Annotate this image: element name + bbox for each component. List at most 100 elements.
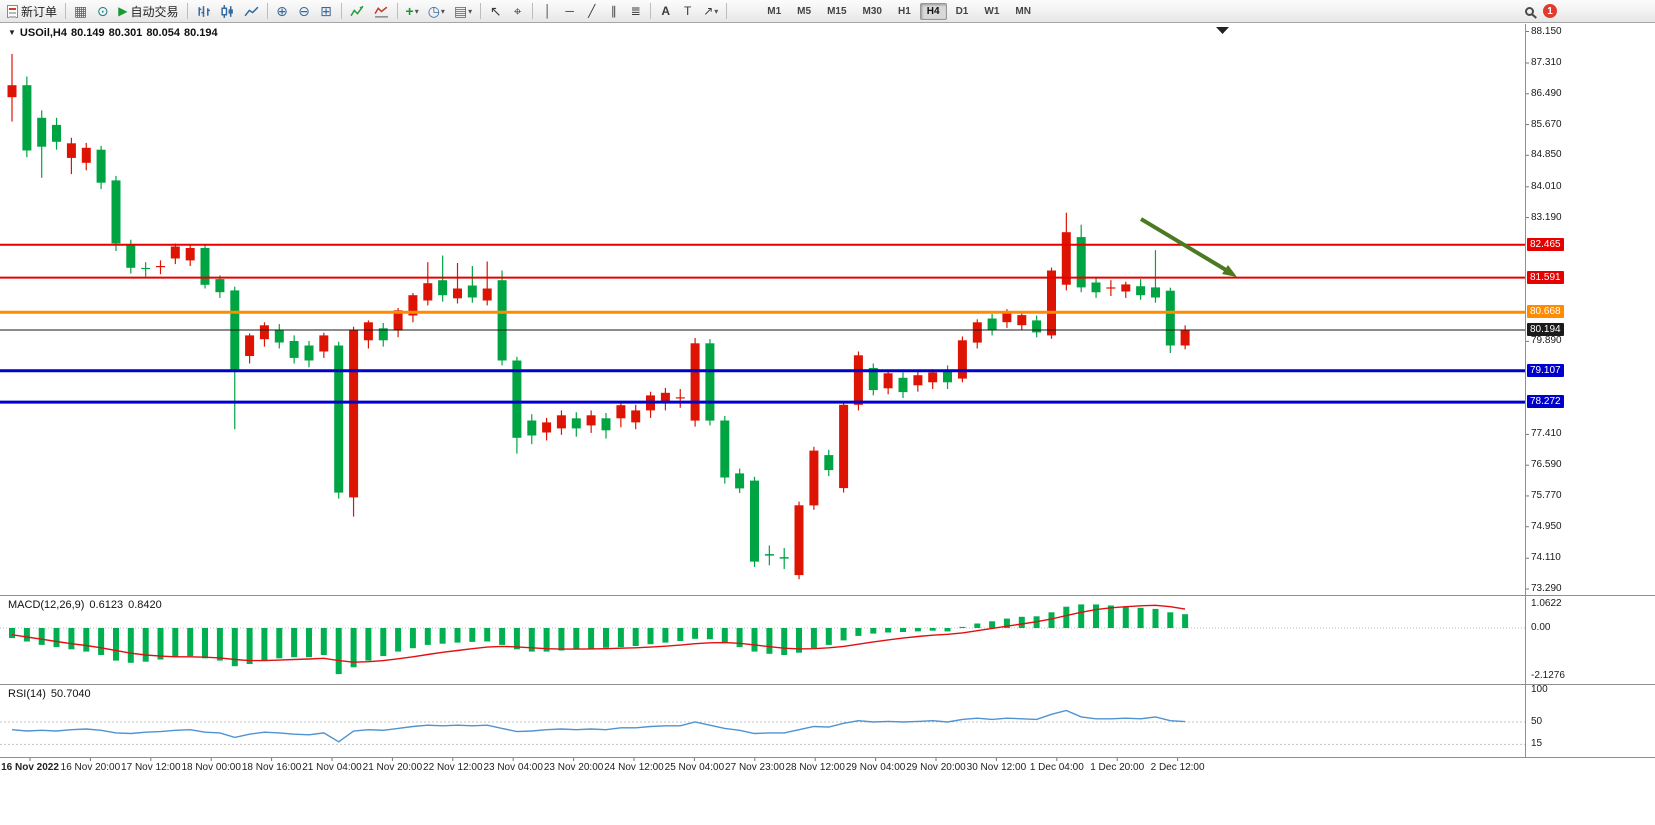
candle-chart-button[interactable] — [216, 2, 239, 21]
zoom-in-button[interactable]: ⊕ — [272, 2, 293, 21]
zoom-out-icon: ⊖ — [298, 3, 310, 19]
channel-icon: ∥ — [610, 4, 617, 18]
new-order-button[interactable]: 新订单 — [3, 2, 61, 21]
search-icon — [1525, 6, 1534, 16]
candle — [349, 326, 359, 517]
candle — [22, 76, 32, 158]
candle — [913, 371, 923, 392]
fibonacci-button[interactable]: ≣ — [625, 2, 646, 21]
arrows-button[interactable]: ↗ ▾ — [699, 2, 722, 21]
candle — [1061, 212, 1071, 291]
trendline-icon: ╱ — [588, 4, 596, 18]
candle — [542, 417, 552, 441]
candle — [497, 270, 507, 366]
candle — [972, 319, 982, 349]
plus-icon: + — [405, 3, 414, 19]
tile-windows-button[interactable]: ⊞ — [316, 2, 337, 21]
candle — [482, 261, 492, 306]
trendline-button[interactable]: ╱ — [581, 2, 602, 21]
line-chart-button[interactable] — [240, 2, 263, 21]
market-watch-button[interactable]: ⊙ — [92, 2, 113, 21]
text-button[interactable]: A — [655, 2, 676, 21]
timeframe-m30[interactable]: M30 — [862, 5, 882, 17]
candle — [1017, 311, 1027, 331]
panel-splitter[interactable] — [0, 595, 1655, 596]
zoom-out-button[interactable]: ⊖ — [294, 2, 315, 21]
chart-windows-button[interactable]: ▦ — [70, 2, 91, 21]
candle — [1091, 276, 1101, 298]
notification-badge[interactable]: 1 — [1543, 4, 1557, 18]
macd-main-value: 0.6123 — [89, 599, 124, 611]
chart-shift-marker[interactable] — [1216, 27, 1229, 34]
candle — [853, 351, 863, 411]
template-dropdown-button[interactable]: ▤ ▾ — [450, 2, 476, 21]
candle — [1136, 279, 1146, 300]
timeframe-m5[interactable]: M5 — [797, 5, 812, 17]
crosshair-button[interactable]: ⌖ — [507, 2, 528, 21]
zoom-in-icon: ⊕ — [276, 3, 288, 19]
main-toolbar: 新订单 ▦ ⊙ ▶ 自动交易 ⊕ ⊖ ⊞ + ▾ ◷ ▾ ▤ ▾ ↖ ⌖ │ ─ ╱ … — [0, 0, 1655, 23]
text-label-button[interactable]: T — [677, 2, 698, 21]
timeframe-h1[interactable]: H1 — [897, 5, 911, 17]
indicator-up-icon — [349, 5, 363, 16]
candle — [52, 117, 61, 150]
macd-histogram — [9, 604, 1189, 675]
candle — [1106, 280, 1116, 296]
rsi-name: RSI(14) — [8, 688, 46, 700]
trend-arrow[interactable] — [1139, 217, 1228, 272]
candle — [245, 333, 255, 364]
rsi-value: 50.7040 — [50, 688, 91, 700]
candle — [556, 410, 566, 435]
timeframe-w1[interactable]: W1 — [984, 5, 1000, 17]
candle — [1151, 250, 1160, 303]
toolbar-separator — [186, 3, 188, 19]
panel-splitter[interactable] — [0, 757, 1655, 758]
vertical-line-button[interactable]: │ — [537, 2, 558, 21]
candles-layer — [7, 54, 1190, 580]
channel-button[interactable]: ∥ — [603, 2, 624, 21]
toolbar-separator — [65, 3, 67, 19]
add-indicator-button[interactable]: + ▾ — [402, 2, 423, 21]
timeframe-m1[interactable]: M1 — [767, 5, 782, 17]
candle — [527, 414, 537, 445]
auto-trading-button[interactable]: ▶ 自动交易 — [114, 2, 182, 21]
indicator-window-button[interactable] — [370, 2, 393, 21]
indicator-window-icon — [373, 6, 388, 18]
chart-windows-icon: ▦ — [74, 3, 88, 19]
panel-splitter[interactable] — [0, 684, 1655, 685]
candle — [378, 323, 388, 347]
candle — [809, 446, 819, 510]
timeframe-mn[interactable]: MN — [1015, 5, 1031, 17]
candle — [1047, 267, 1056, 339]
candle — [794, 501, 804, 580]
toolbar-separator — [726, 3, 728, 19]
candle — [37, 110, 47, 178]
candle — [586, 410, 596, 433]
candle — [230, 286, 240, 430]
cursor-button[interactable]: ↖ — [485, 2, 506, 21]
candle — [1165, 287, 1175, 353]
ohlc-close: 80.194 — [183, 27, 218, 39]
search-button[interactable] — [1519, 2, 1540, 21]
template-icon: ▤ — [453, 3, 468, 19]
candle — [423, 262, 433, 306]
timeframe-d1[interactable]: D1 — [955, 5, 969, 17]
timeframe-m15[interactable]: M15 — [827, 5, 847, 17]
candle — [764, 545, 774, 566]
horizontal-line-button[interactable]: ─ — [559, 2, 580, 21]
collapse-triangle-icon[interactable]: ▼ — [8, 28, 16, 37]
candle — [839, 401, 849, 493]
timeframe-h4[interactable]: H4 — [919, 2, 947, 20]
indicators-button[interactable] — [346, 2, 369, 21]
bar-chart-button[interactable] — [192, 2, 215, 21]
toolbar-separator — [340, 3, 342, 19]
period-dropdown-button[interactable]: ◷ ▾ — [424, 2, 449, 21]
candle — [898, 372, 908, 398]
candle — [200, 245, 210, 289]
cursor-icon: ↖ — [489, 3, 502, 19]
candle — [185, 245, 195, 266]
candle — [7, 54, 17, 122]
candle — [660, 387, 670, 411]
candle — [81, 142, 91, 171]
